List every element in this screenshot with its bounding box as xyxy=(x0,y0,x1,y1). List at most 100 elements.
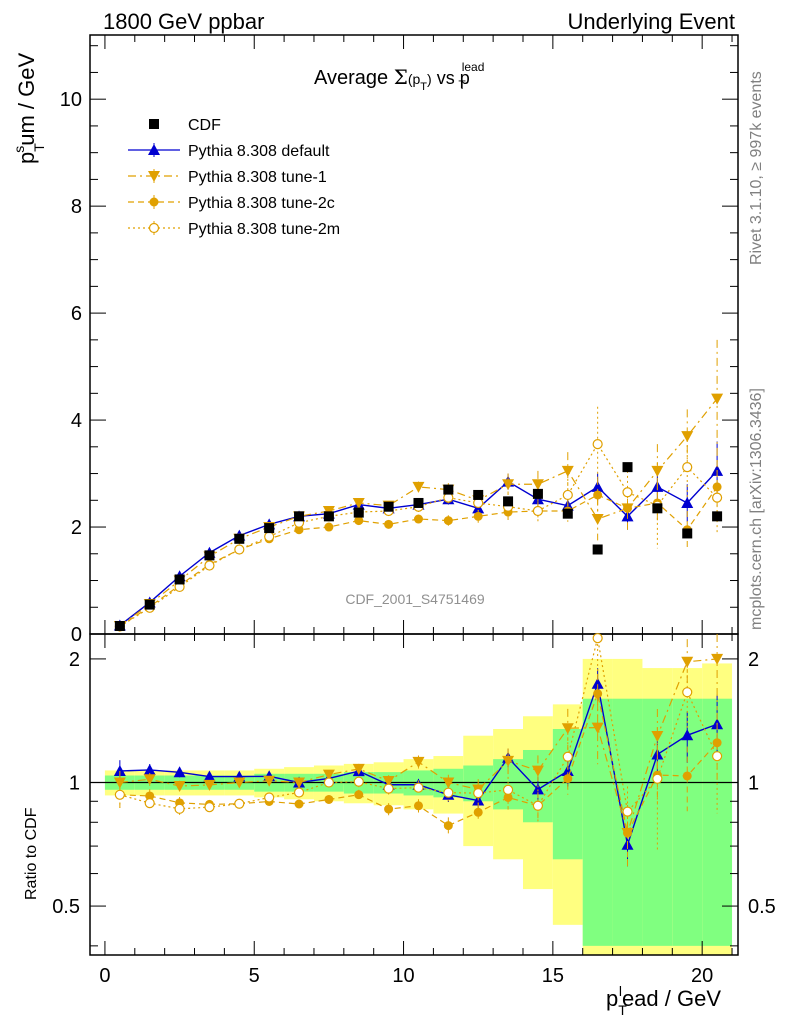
point-ratio xyxy=(412,756,425,768)
point-ratio xyxy=(263,775,276,787)
legend-entry: Pythia 8.308 default xyxy=(128,143,330,160)
point-top xyxy=(681,496,694,508)
data-point xyxy=(413,497,424,508)
point-ratio xyxy=(473,807,483,817)
point-top xyxy=(354,516,364,526)
point-top xyxy=(682,462,693,473)
legend-entry: Pythia 8.308 tune-2c xyxy=(128,195,335,212)
legend-label: CDF xyxy=(188,117,221,134)
point-ratio xyxy=(712,738,722,748)
point-ratio xyxy=(234,798,245,809)
point-ratio xyxy=(711,751,723,762)
point-ratio xyxy=(652,773,663,784)
point-ratio xyxy=(473,787,484,799)
point-ratio xyxy=(323,777,334,788)
point-top xyxy=(204,560,215,571)
y-axis-label-top: pTsum / GeV xyxy=(11,53,47,164)
y-tick-label-right: 1 xyxy=(748,772,759,794)
point-ratio xyxy=(233,777,246,789)
legend-label: Pythia 8.308 tune-2c xyxy=(188,195,335,212)
point-top xyxy=(384,519,394,529)
point-top xyxy=(264,531,275,542)
point-ratio xyxy=(592,633,603,644)
data-point xyxy=(473,489,484,500)
point-ratio xyxy=(593,689,603,699)
point-ratio xyxy=(413,801,423,811)
point-ratio xyxy=(293,787,305,798)
data-point xyxy=(712,511,723,522)
point-top xyxy=(592,439,603,450)
legend-label: Pythia 8.308 default xyxy=(188,143,330,160)
point-ratio xyxy=(591,722,604,734)
point-ratio xyxy=(324,794,334,804)
series-line-ratio xyxy=(119,638,718,813)
point-top xyxy=(531,479,544,491)
point-ratio xyxy=(322,769,335,781)
point-ratio xyxy=(353,776,364,787)
legend-entry: Pythia 8.308 tune-2m xyxy=(128,221,340,238)
bottom-panel-frame xyxy=(89,633,739,956)
legend-marker xyxy=(148,144,160,155)
point-ratio xyxy=(113,764,126,776)
point-top xyxy=(623,503,633,513)
point-top xyxy=(294,525,304,535)
y-tick-label: 0 xyxy=(71,624,82,646)
legend-marker xyxy=(149,119,159,129)
point-top xyxy=(412,481,425,493)
point-ratio xyxy=(502,755,515,767)
point-ratio xyxy=(651,731,664,743)
y-tick-label-left: 2 xyxy=(69,649,80,671)
data-point xyxy=(383,501,394,512)
point-ratio xyxy=(561,764,574,776)
data-point xyxy=(174,574,185,585)
point-ratio xyxy=(144,797,155,809)
point-ratio xyxy=(384,804,394,814)
point-ratio xyxy=(502,784,514,795)
point-ratio xyxy=(382,776,395,788)
legend-marker xyxy=(149,197,159,207)
y-tick-label-right: 0.5 xyxy=(748,896,776,918)
point-ratio xyxy=(352,763,365,775)
x-axis-label: pTlead / GeV xyxy=(606,983,721,1018)
y-tick-label: 4 xyxy=(71,410,82,432)
x-tick-label: 20 xyxy=(691,965,713,987)
point-ratio xyxy=(173,781,186,793)
point-top xyxy=(651,465,664,477)
data-point xyxy=(234,533,245,544)
data-point xyxy=(114,620,125,631)
point-ratio xyxy=(443,821,453,831)
data-point xyxy=(503,496,514,507)
point-top xyxy=(234,544,245,555)
point-ratio xyxy=(203,770,216,782)
point-ratio xyxy=(681,729,694,741)
point-top xyxy=(622,487,633,498)
series-line-top xyxy=(119,486,718,628)
data-point xyxy=(592,544,603,555)
data-point xyxy=(443,484,454,495)
point-ratio xyxy=(682,687,693,698)
point-ratio xyxy=(443,787,454,798)
point-top xyxy=(532,505,544,517)
x-tick-label: 5 xyxy=(249,965,260,987)
legend-entry: Pythia 8.308 tune-1 xyxy=(128,169,327,186)
point-ratio xyxy=(531,783,544,795)
data-point xyxy=(264,523,275,534)
y-tick-label: 10 xyxy=(60,89,82,111)
data-point xyxy=(562,508,573,519)
point-ratio xyxy=(114,789,125,800)
point-ratio xyxy=(562,751,573,762)
point-top xyxy=(443,516,453,526)
data-series xyxy=(113,339,724,867)
data-point xyxy=(622,462,633,473)
point-top xyxy=(473,511,483,521)
y-tick-label-left: 0.5 xyxy=(52,896,80,918)
point-ratio xyxy=(383,783,394,794)
point-top xyxy=(591,514,604,526)
point-top xyxy=(562,489,573,501)
legend-label: Pythia 8.308 tune-2m xyxy=(188,221,340,238)
point-top xyxy=(711,393,724,405)
point-ratio xyxy=(442,777,455,789)
point-ratio xyxy=(294,799,304,809)
point-ratio xyxy=(622,806,633,817)
series-cdf xyxy=(114,462,723,631)
